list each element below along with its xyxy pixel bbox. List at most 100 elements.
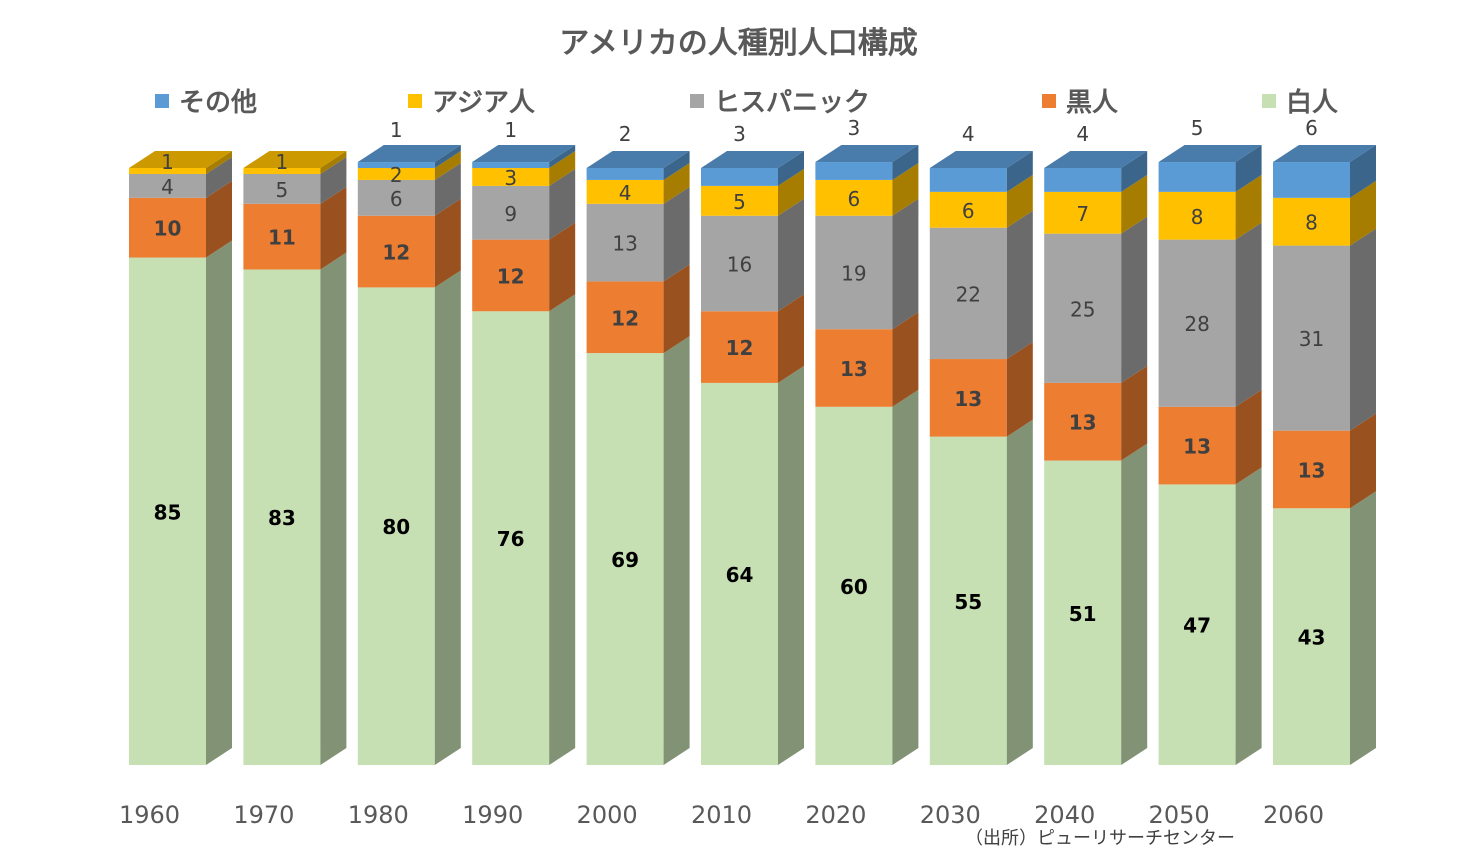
data-label: 83 (268, 506, 296, 530)
legend-label: その他 (179, 88, 258, 118)
bar-segment (586, 203, 664, 282)
legend-item: 白人 (1262, 82, 1338, 119)
bar-segment (472, 311, 550, 765)
bar-segment-side (892, 162, 919, 216)
bar-segment-side (549, 151, 576, 186)
bar-segment (1044, 382, 1122, 461)
bar-segment-side (778, 198, 804, 312)
bar-segment-side (1235, 145, 1262, 192)
bar-top (701, 151, 804, 168)
bar-segment (701, 311, 778, 383)
data-label: 76 (497, 527, 525, 551)
bar-segment-side (549, 145, 576, 168)
bar-segment (357, 179, 435, 216)
bar-segment-side (663, 264, 690, 354)
bar-segment-side (206, 151, 232, 174)
bar-segment-side (1006, 210, 1033, 360)
x-tick-label: 2000 (577, 801, 638, 829)
bar-segment-side (1006, 151, 1033, 192)
bar-top (815, 145, 919, 163)
bar-segment-side (1121, 216, 1148, 383)
data-label: 1 (390, 118, 403, 142)
data-label: 43 (1298, 626, 1326, 650)
bar-segment-side (320, 156, 347, 204)
x-tick-label: 2060 (1263, 801, 1324, 829)
bar-segment (472, 185, 550, 240)
data-label: 6 (390, 187, 403, 211)
bar-segment (1158, 191, 1236, 240)
bar-segment (357, 168, 435, 180)
bar-segment (357, 215, 435, 288)
data-label: 13 (1298, 458, 1326, 482)
chart-title: アメリカの人種別人口構成 (559, 26, 918, 61)
x-tick-label: 2010 (691, 801, 752, 829)
x-tick-label: 2050 (1149, 801, 1210, 829)
data-label: 22 (956, 282, 981, 306)
legend-item: ヒスパニック (690, 82, 870, 119)
data-label: 19 (841, 261, 866, 285)
data-label: 13 (612, 232, 637, 256)
data-label: 4 (619, 181, 632, 205)
data-label: 12 (497, 264, 525, 288)
data-label: 1 (276, 150, 289, 174)
data-label: 80 (382, 515, 410, 539)
data-label: 3 (733, 122, 746, 146)
bar-segment (815, 215, 893, 330)
data-label: 69 (611, 548, 639, 572)
bar-segment (243, 173, 321, 204)
data-label: 1 (161, 150, 174, 174)
bar-segment-side (1121, 365, 1148, 461)
bar-segment-side (1121, 174, 1148, 234)
bar-segment (1273, 508, 1350, 765)
bar-segment-side (1350, 145, 1376, 198)
bar-segment-side (434, 145, 461, 168)
bar-segment (1158, 239, 1236, 407)
bar-segment (243, 203, 321, 270)
bar-segment (1044, 168, 1122, 192)
data-label: 9 (504, 202, 517, 226)
bar-segment-side (320, 252, 347, 766)
bar-segment-side (1235, 222, 1262, 407)
data-label: 13 (840, 357, 868, 381)
bar-segment (701, 168, 778, 186)
bar-segment (586, 353, 664, 765)
data-label: 12 (611, 306, 639, 330)
legend-swatch (1042, 93, 1056, 108)
data-label: 1 (504, 118, 517, 142)
bar-top (357, 145, 461, 163)
data-label: 85 (154, 500, 182, 524)
data-label: 12 (726, 336, 754, 360)
bar-segment-side (1006, 419, 1033, 765)
legend-label: アジア人 (432, 88, 535, 118)
bar-segment (1044, 460, 1122, 765)
bar-segment (586, 168, 664, 180)
bar-segment (1273, 162, 1350, 198)
bar-segment-side (892, 145, 919, 180)
bar-segment-side (778, 151, 804, 186)
data-label: 60 (840, 575, 868, 599)
data-label: 10 (154, 217, 182, 241)
bar-segment (815, 406, 893, 765)
bar-segment-side (1350, 180, 1376, 246)
data-label: 2 (619, 122, 632, 146)
data-label: 5 (1191, 116, 1204, 140)
legend-swatch (1262, 93, 1276, 108)
bar-segment (701, 185, 778, 216)
bar-segment-side (778, 168, 804, 216)
bar-segment (472, 168, 550, 186)
bar-segment-side (320, 186, 347, 270)
bar-top (1044, 151, 1148, 168)
data-label: 4 (1076, 122, 1089, 146)
bar-segment-side (1121, 151, 1148, 192)
bar-segment (929, 227, 1007, 360)
data-label: 4 (962, 122, 975, 146)
data-label: 11 (268, 226, 296, 250)
legend-label: ヒスパニック (714, 88, 871, 118)
bar-segment-side (549, 168, 576, 240)
bar-top (243, 151, 347, 168)
legend-item: その他 (155, 82, 257, 119)
data-label: 12 (382, 241, 410, 265)
bar-segment-side (778, 294, 804, 383)
bar-segment (243, 168, 321, 174)
bar-segment (815, 179, 893, 216)
